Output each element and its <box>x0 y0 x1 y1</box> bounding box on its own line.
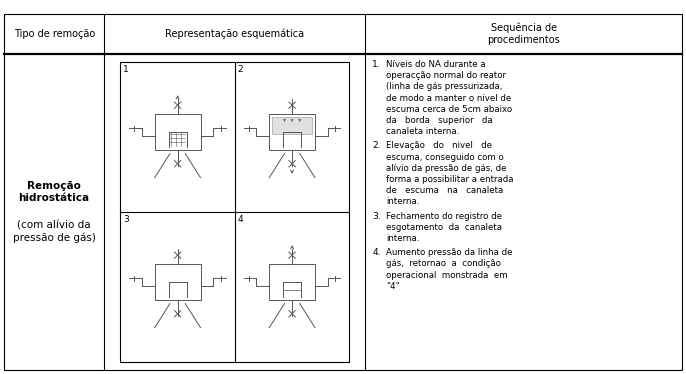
Text: operacção normal do reator: operacção normal do reator <box>386 71 506 80</box>
Text: Aumento pressão da linha de: Aumento pressão da linha de <box>386 248 513 257</box>
Text: (com alívio da
pressão de gás): (com alívio da pressão de gás) <box>13 221 95 243</box>
Bar <box>120 62 349 362</box>
Text: 4: 4 <box>238 215 244 224</box>
Bar <box>155 114 200 150</box>
Text: Remoção
hidrostática: Remoção hidrostática <box>19 181 90 203</box>
Text: escuma, conseguido com o: escuma, conseguido com o <box>386 153 504 162</box>
Text: de modo a manter o nivel de: de modo a manter o nivel de <box>386 94 512 102</box>
Text: interna.: interna. <box>386 234 420 243</box>
Text: 2: 2 <box>238 65 244 74</box>
Text: forma a possibilitar a entrada: forma a possibilitar a entrada <box>386 175 514 184</box>
Text: da   borda   superior   da: da borda superior da <box>386 116 493 125</box>
Text: 1: 1 <box>123 65 129 74</box>
Text: interna.: interna. <box>386 197 420 206</box>
Text: 2.: 2. <box>372 141 381 150</box>
Text: 4.: 4. <box>372 248 381 257</box>
Text: Níveis do NA durante a: Níveis do NA durante a <box>386 60 486 69</box>
Text: "4": "4" <box>386 282 400 291</box>
Text: Elevação   do   nivel   de: Elevação do nivel de <box>386 141 493 150</box>
Text: canaleta interna.: canaleta interna. <box>386 127 460 136</box>
Text: (linha de gás pressurizada,: (linha de gás pressurizada, <box>386 82 503 91</box>
Text: 1.: 1. <box>372 60 381 69</box>
Text: operacional  monstrada  em: operacional monstrada em <box>386 271 508 280</box>
Text: 3.: 3. <box>372 212 381 221</box>
Text: Fechamento do registro de: Fechamento do registro de <box>386 212 502 221</box>
Bar <box>269 114 315 150</box>
Text: alívio da pressão de gás, de: alívio da pressão de gás, de <box>386 164 507 173</box>
Bar <box>155 264 200 300</box>
Bar <box>269 264 315 300</box>
Text: 3: 3 <box>123 215 129 224</box>
Text: gás,  retornao  a  condição: gás, retornao a condição <box>386 260 501 269</box>
Text: de   escuma   na   canaleta: de escuma na canaleta <box>386 186 504 195</box>
Text: Tipo de remoção: Tipo de remoção <box>14 29 95 39</box>
Bar <box>272 117 313 135</box>
Text: escuma cerca de 5cm abaixo: escuma cerca de 5cm abaixo <box>386 105 512 114</box>
Text: esgotamento  da  canaleta: esgotamento da canaleta <box>386 223 502 232</box>
Text: Representação esquemática: Representação esquemática <box>165 29 305 39</box>
Text: Sequência de
procedimentos: Sequência de procedimentos <box>487 23 560 45</box>
